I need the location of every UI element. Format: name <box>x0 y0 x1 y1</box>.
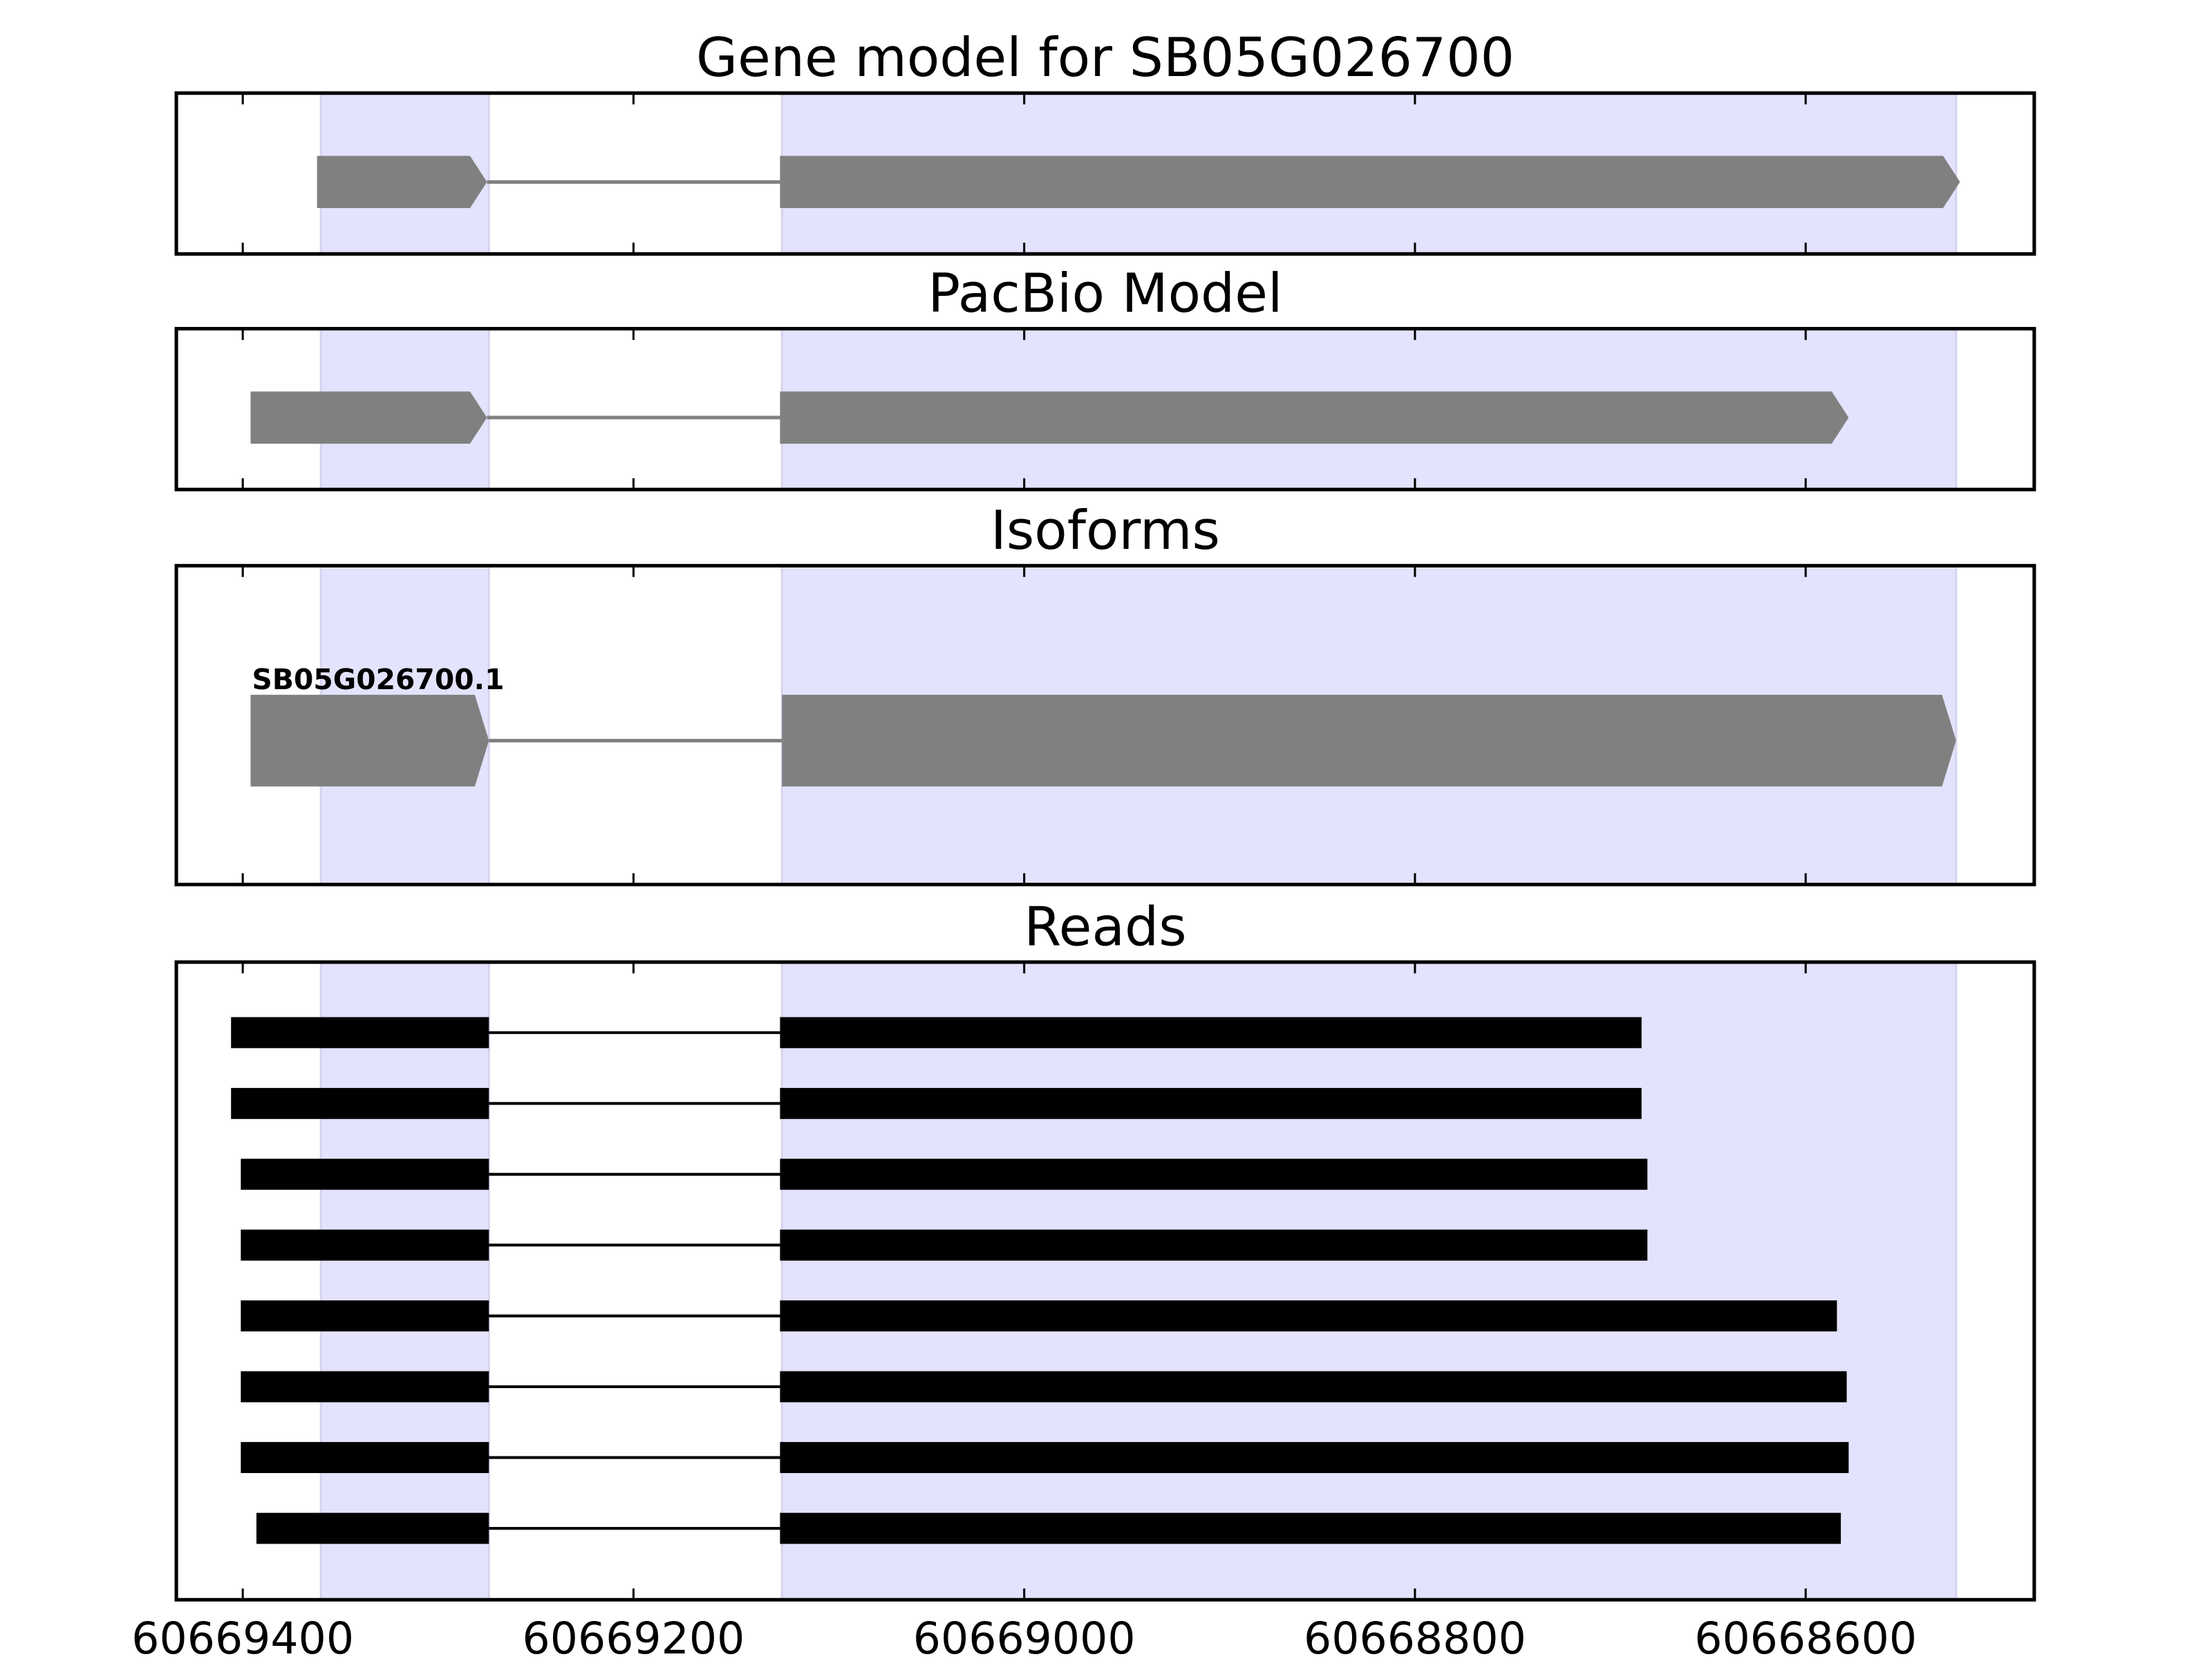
x-tick-label: 60669400 <box>131 1613 354 1659</box>
read-exon <box>780 1512 1841 1544</box>
panel-title: Reads <box>1024 896 1186 958</box>
exon-arrow <box>780 391 1849 444</box>
read-exon <box>780 1229 1648 1261</box>
read-exon <box>780 1087 1642 1119</box>
panel-frame <box>174 960 2036 1602</box>
panel-1: PacBio Model <box>174 263 2036 491</box>
read-exon <box>241 1442 489 1474</box>
read-exon <box>241 1300 489 1332</box>
read-exon <box>241 1229 489 1261</box>
read-exon <box>780 1159 1648 1190</box>
panel-3: Reads <box>174 896 2036 1602</box>
x-tick-label: 60668600 <box>1694 1613 1917 1659</box>
panel-frame <box>174 91 2036 256</box>
x-tick-label: 60669000 <box>913 1613 1136 1659</box>
x-tick-label: 60668800 <box>1304 1613 1526 1659</box>
read-exon <box>780 1371 1847 1403</box>
read-exon <box>241 1159 489 1190</box>
exon-arrow <box>317 156 487 209</box>
panel-title: Gene model for SB05G026700 <box>696 27 1515 89</box>
panel-2: Isoforms SB05G026700.1 <box>174 500 2036 887</box>
x-tick-label: 60669200 <box>522 1613 744 1659</box>
exon-arrow <box>780 156 1960 209</box>
read-exon <box>241 1371 489 1403</box>
read-exon <box>231 1017 489 1049</box>
panel-frame <box>174 326 2036 491</box>
exon-shade <box>319 961 490 1601</box>
panel-0: Gene model for SB05G026700 <box>174 27 2036 256</box>
exon-arrow <box>250 695 489 787</box>
exon-arrow <box>250 391 487 444</box>
exon-shade <box>780 961 1958 1601</box>
exon-arrow <box>782 695 1956 787</box>
read-exon <box>780 1442 1849 1474</box>
panel-frame <box>174 563 2036 887</box>
read-exon <box>256 1512 489 1544</box>
read-exon <box>231 1087 489 1119</box>
isoform-label: SB05G026700.1 <box>252 663 505 696</box>
read-exon <box>780 1300 1837 1332</box>
read-exon <box>780 1017 1642 1049</box>
panel-title: PacBio Model <box>928 263 1282 325</box>
panel-title: Isoforms <box>991 500 1220 562</box>
